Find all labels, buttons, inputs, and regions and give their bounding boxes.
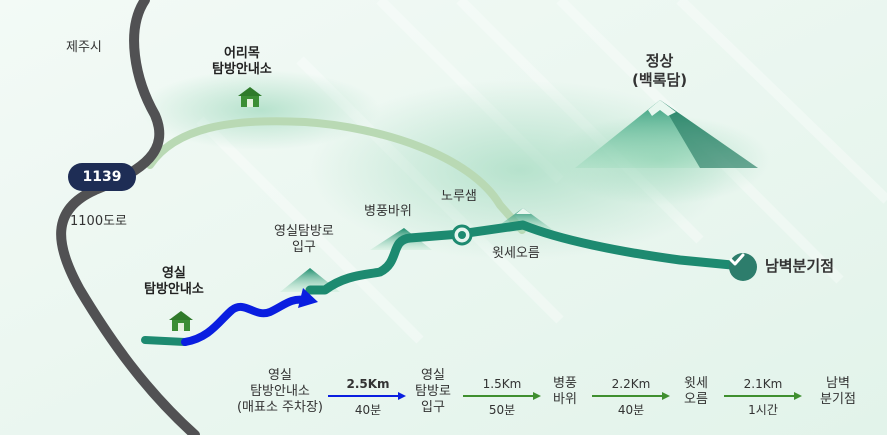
leg-time: 40분	[617, 403, 645, 417]
house-icon	[169, 311, 193, 331]
legend-stop: 병풍 바위	[553, 376, 577, 407]
trailhead-label: 영실탐방로 입구	[274, 224, 334, 255]
check-icon	[729, 253, 757, 281]
legend-stop: 윗세 오름	[684, 376, 708, 407]
main-trail	[305, 220, 747, 295]
highlighted-route	[181, 295, 309, 346]
house-icon	[238, 87, 262, 107]
leg-time: 1시간	[748, 403, 778, 417]
legend-stop: 남벽 분기점	[820, 376, 856, 407]
nambyeok-label: 남벽분기점	[765, 257, 835, 275]
leg-time: 50분	[488, 403, 516, 417]
eorimok-label: 어리목 탐방안내소	[212, 46, 272, 77]
approach-trail	[141, 336, 189, 346]
noru-label: 노루샘	[441, 189, 477, 204]
leg-distance: 2.5Km	[346, 377, 390, 391]
legend-stop: 영실 탐방로 입구	[415, 368, 451, 415]
eorimok-trail	[146, 117, 526, 234]
road-label: 1100도로	[70, 214, 128, 229]
leg-distance: 1.5Km	[482, 377, 522, 391]
route-arrowhead	[298, 288, 318, 308]
legend-stop: 영실 탐방안내소 (매표소 주차장)	[236, 368, 324, 415]
byeongpung-label: 병풍바위	[364, 204, 412, 219]
summit-label: 정상 (백록담)	[632, 52, 688, 89]
city-label: 제주시	[66, 40, 102, 55]
summit-mountain	[575, 100, 758, 168]
yeongsil-center-label: 영실 탐방안내소	[144, 266, 204, 297]
witse-label: 윗세오름	[492, 246, 540, 261]
leg-distance: 2.2Km	[611, 377, 651, 391]
spring-icon	[451, 224, 473, 246]
road-number-badge: 1139	[68, 163, 136, 191]
leg-distance: 2.1Km	[743, 377, 783, 391]
legend-arrows	[328, 392, 802, 400]
leg-time: 40분	[354, 403, 382, 417]
